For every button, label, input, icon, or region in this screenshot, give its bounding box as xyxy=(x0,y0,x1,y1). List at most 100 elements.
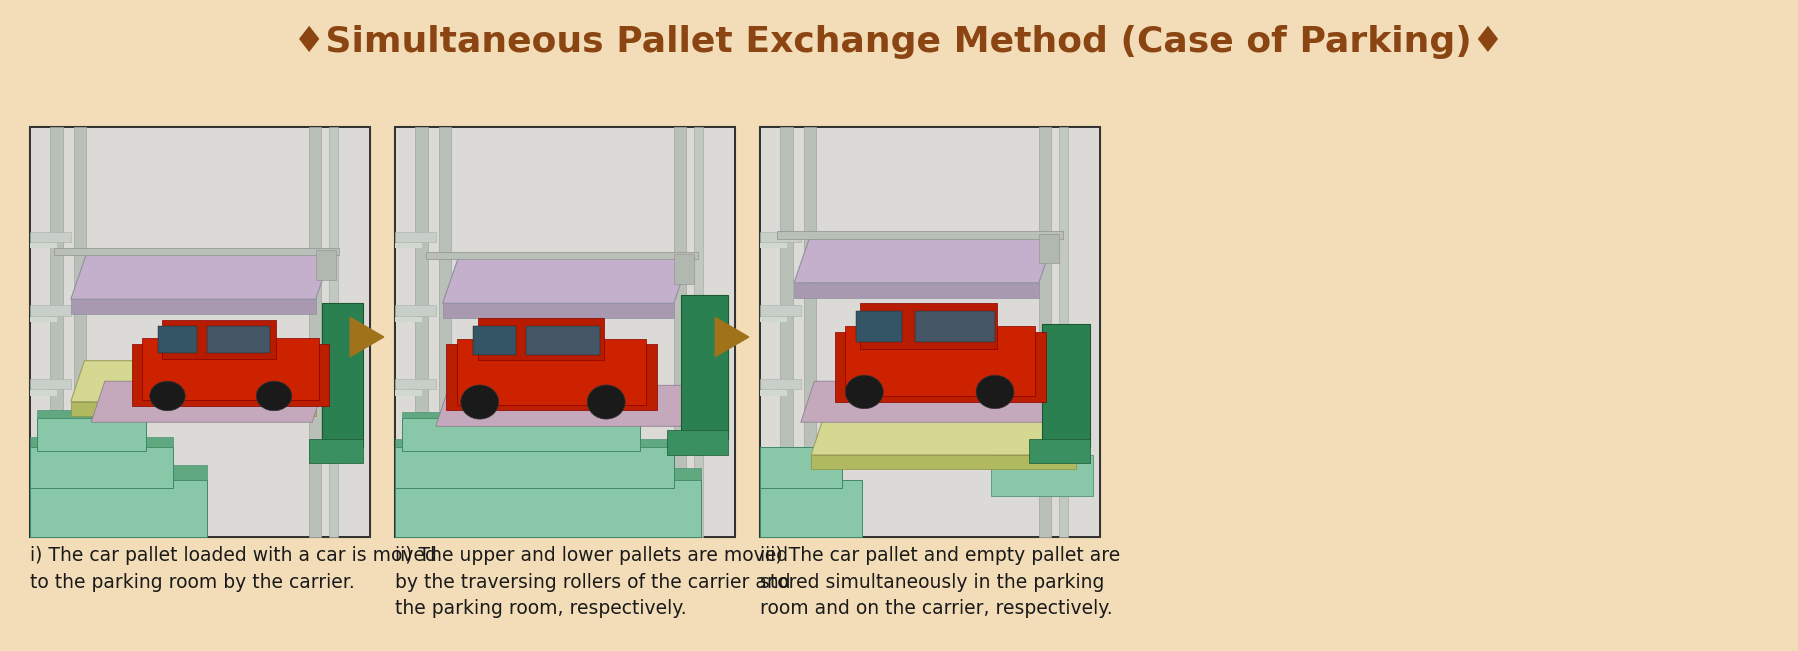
Text: i) The car pallet loaded with a car is moved
to the parking room by the carrier.: i) The car pallet loaded with a car is m… xyxy=(31,546,437,592)
Polygon shape xyxy=(811,414,1090,455)
Bar xyxy=(396,379,435,389)
Polygon shape xyxy=(716,318,748,357)
Bar xyxy=(1039,127,1052,537)
Bar xyxy=(845,326,1036,396)
Bar xyxy=(158,326,198,353)
Bar xyxy=(31,305,70,316)
Bar xyxy=(322,303,363,447)
Bar xyxy=(1028,439,1090,464)
Bar xyxy=(31,127,370,537)
Bar xyxy=(834,332,1046,402)
Bar xyxy=(131,344,329,406)
Polygon shape xyxy=(435,385,694,426)
Bar xyxy=(396,468,701,480)
Bar xyxy=(527,326,601,355)
Bar xyxy=(761,128,1099,536)
Bar xyxy=(780,127,793,537)
Bar xyxy=(142,338,320,400)
Bar xyxy=(396,439,674,447)
Ellipse shape xyxy=(149,381,185,411)
Bar xyxy=(446,344,656,410)
Bar xyxy=(396,128,734,536)
Polygon shape xyxy=(92,381,325,422)
Bar xyxy=(31,480,207,537)
Bar xyxy=(36,410,146,418)
Polygon shape xyxy=(70,250,333,299)
Bar xyxy=(396,243,423,248)
Bar xyxy=(694,127,703,537)
Bar xyxy=(329,127,338,537)
Bar xyxy=(761,243,788,248)
Polygon shape xyxy=(795,234,1055,283)
Bar xyxy=(401,411,640,418)
Bar xyxy=(31,465,207,480)
Ellipse shape xyxy=(845,375,883,409)
Bar xyxy=(856,311,903,342)
Bar xyxy=(396,391,423,396)
Bar xyxy=(74,127,86,537)
Bar xyxy=(31,437,173,447)
Text: iii) The car pallet and empty pallet are
stored simultaneously in the parking
ro: iii) The car pallet and empty pallet are… xyxy=(761,546,1120,618)
Bar xyxy=(761,316,788,322)
Bar xyxy=(761,447,841,488)
Bar xyxy=(1043,324,1090,447)
Ellipse shape xyxy=(976,375,1014,409)
Bar xyxy=(396,305,435,316)
Bar xyxy=(31,316,58,322)
Bar xyxy=(761,232,800,242)
Bar xyxy=(761,379,800,389)
Bar xyxy=(426,252,698,259)
Bar xyxy=(761,305,800,316)
Bar xyxy=(478,318,604,360)
Polygon shape xyxy=(442,303,674,318)
Bar xyxy=(439,127,451,537)
Bar xyxy=(415,127,428,537)
Bar xyxy=(54,247,340,255)
Bar xyxy=(31,232,70,242)
Bar xyxy=(31,447,173,488)
Bar xyxy=(915,311,994,342)
Bar xyxy=(396,232,435,242)
Text: ii) The upper and lower pallets are moved
by the traversing rollers of the carri: ii) The upper and lower pallets are move… xyxy=(396,546,791,618)
Bar xyxy=(457,339,645,405)
Bar xyxy=(31,243,58,248)
Bar xyxy=(761,480,861,537)
Bar xyxy=(396,447,674,488)
Ellipse shape xyxy=(460,385,498,419)
Bar xyxy=(309,439,363,464)
Bar xyxy=(396,480,701,537)
Bar xyxy=(473,326,516,355)
Bar xyxy=(777,231,1063,238)
Bar xyxy=(309,127,322,537)
Bar xyxy=(31,128,369,536)
Bar xyxy=(681,295,728,439)
Bar xyxy=(991,455,1093,496)
Bar xyxy=(316,250,336,279)
Bar xyxy=(859,303,998,349)
Polygon shape xyxy=(70,402,316,416)
Ellipse shape xyxy=(257,381,291,411)
Polygon shape xyxy=(800,381,1059,422)
Bar xyxy=(761,127,1100,537)
Bar xyxy=(674,127,687,537)
Bar xyxy=(804,127,816,537)
Bar xyxy=(207,326,270,353)
Ellipse shape xyxy=(588,385,626,419)
Bar xyxy=(31,379,70,389)
Polygon shape xyxy=(811,455,1077,469)
Bar xyxy=(401,418,640,451)
Bar xyxy=(50,127,63,537)
Polygon shape xyxy=(442,254,690,303)
Bar xyxy=(761,391,788,396)
Bar xyxy=(396,316,423,322)
Bar xyxy=(674,254,694,284)
Bar xyxy=(31,391,58,396)
Polygon shape xyxy=(70,299,316,314)
Polygon shape xyxy=(351,318,383,357)
Polygon shape xyxy=(70,361,329,402)
Bar xyxy=(396,127,735,537)
Text: ♦Simultaneous Pallet Exchange Method (Case of Parking)♦: ♦Simultaneous Pallet Exchange Method (Ca… xyxy=(293,25,1505,59)
Bar xyxy=(667,430,728,455)
Polygon shape xyxy=(795,283,1039,298)
Bar xyxy=(36,418,146,451)
